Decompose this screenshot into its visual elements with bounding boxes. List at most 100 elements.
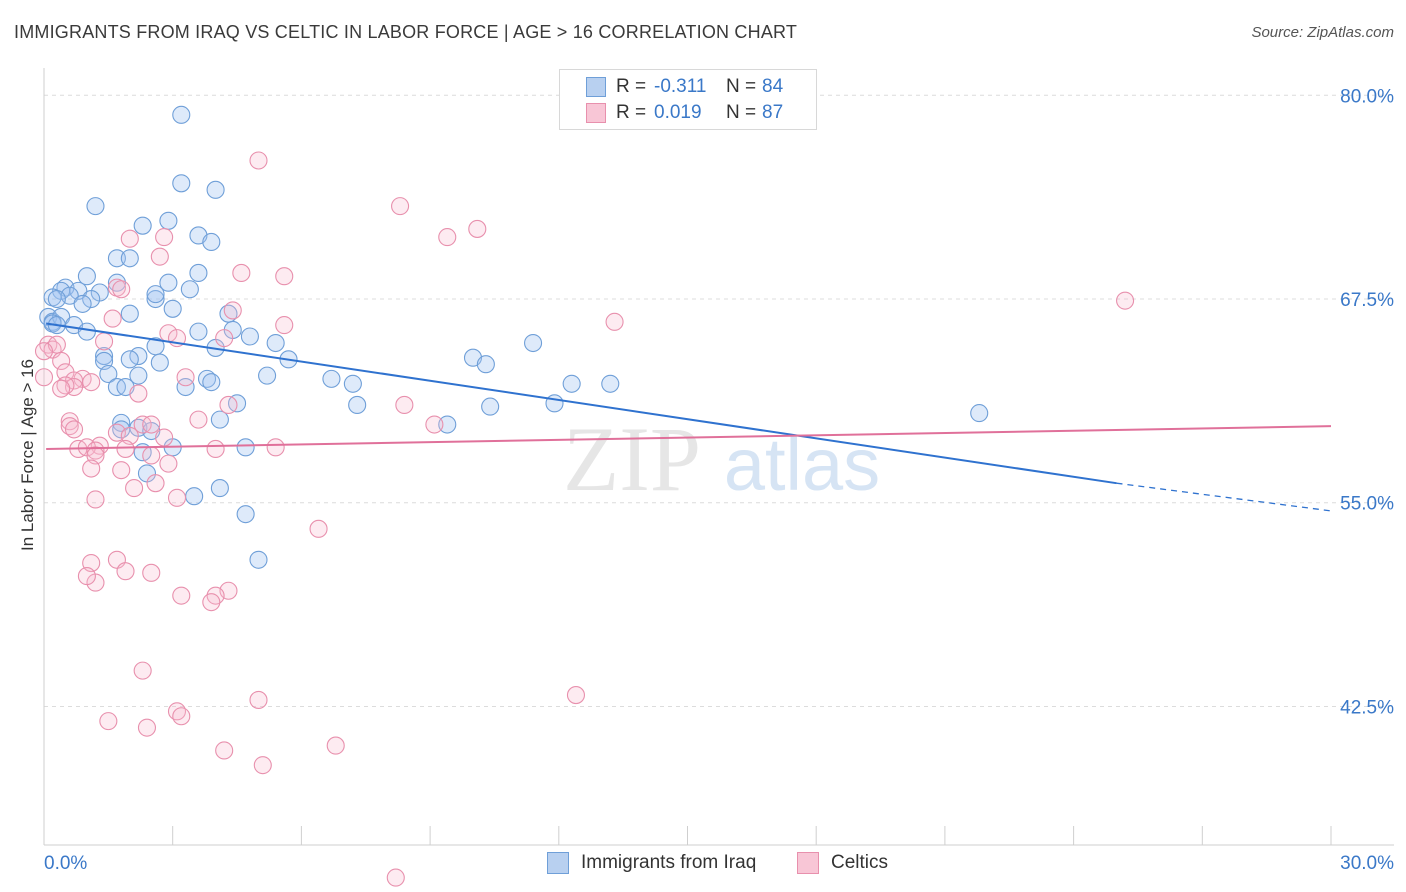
celtics-point <box>232 263 251 282</box>
legend-r-label: R = <box>616 102 647 123</box>
celtics-trend-line <box>46 425 1332 450</box>
iraq-point <box>481 397 500 416</box>
legend-label-celtics: Celtics <box>831 852 889 873</box>
celtics-point <box>112 461 131 480</box>
celtics-point <box>391 197 410 216</box>
iraq-point <box>601 374 620 393</box>
celtics-point <box>82 459 101 478</box>
iraq-point <box>77 267 96 286</box>
celtics-point <box>86 441 105 460</box>
series-legend: Immigrants from Iraq Celtics <box>0 852 1406 876</box>
legend-swatch-celtics <box>586 103 606 123</box>
iraq-point <box>562 374 581 393</box>
iraq-point <box>249 550 268 569</box>
legend-item-iraq[interactable]: Immigrants from Iraq <box>547 852 756 874</box>
legend-r-label: R = <box>616 76 647 97</box>
iraq-point <box>266 333 285 353</box>
iraq-point <box>189 322 208 341</box>
iraq-point <box>202 232 221 252</box>
legend-label-iraq: Immigrants from Iraq <box>581 852 757 873</box>
celtics-point <box>103 309 122 328</box>
y-tick-label: 42.5% <box>1340 697 1394 718</box>
iraq-point <box>343 374 362 393</box>
tick-label-layer: 42.5% 55.0% 67.5% 80.0% 0.0% 30.0% <box>44 86 1394 874</box>
iraq-point <box>120 304 139 323</box>
celtics-point <box>34 342 54 361</box>
trend-layer <box>45 322 1332 512</box>
legend-n-label: N = <box>726 76 757 97</box>
celtics-point <box>142 563 161 582</box>
legend-r-value: -0.311 <box>654 76 707 97</box>
celtics-point <box>99 712 118 731</box>
x-tick-label: 30.0% <box>1340 853 1394 874</box>
iraq-trend-extension <box>1116 482 1332 512</box>
iraq-point <box>322 369 341 388</box>
celtics-point <box>438 228 457 247</box>
iraq-point <box>47 289 66 309</box>
iraq-point <box>236 505 255 524</box>
legend-swatch-iraq <box>586 77 606 97</box>
celtics-point <box>206 439 225 459</box>
celtics-point <box>155 428 174 447</box>
iraq-point <box>120 350 139 369</box>
legend-r-value: 0.019 <box>654 102 702 123</box>
celtics-point <box>159 454 178 473</box>
iraq-point <box>236 438 255 457</box>
iraq-point <box>206 180 225 199</box>
celtics-point <box>566 686 586 705</box>
celtics-point <box>395 395 414 415</box>
iraq-point <box>95 347 114 366</box>
celtics-point <box>249 151 268 170</box>
legend-n-value: 84 <box>762 76 784 97</box>
celtics-point <box>189 410 208 429</box>
celtics-point <box>64 420 84 439</box>
celtics-point <box>275 316 294 335</box>
iraq-point <box>159 273 178 292</box>
iraq-point <box>172 105 191 124</box>
celtics-point <box>60 412 79 431</box>
celtics-point <box>202 593 221 612</box>
iraq-point <box>73 294 92 313</box>
celtics-point <box>150 247 169 266</box>
celtics-point <box>172 707 191 726</box>
iraq-point <box>545 394 564 413</box>
celtics-point <box>82 373 101 392</box>
grid-layer <box>44 94 1394 707</box>
watermark-zip: ZIP <box>563 408 701 510</box>
iraq-point <box>150 353 169 372</box>
iraq-point <box>172 174 191 193</box>
iraq-point <box>120 249 139 268</box>
legend-swatch-celtics <box>797 852 819 874</box>
celtics-point <box>52 351 71 371</box>
y-tick-label: 67.5% <box>1340 290 1394 311</box>
iraq-point <box>210 410 229 429</box>
celtics-point <box>120 229 139 248</box>
celtics-point <box>129 384 148 403</box>
celtics-point <box>253 756 272 775</box>
legend-row-iraq: R = -0.311 N = 84 <box>586 75 783 99</box>
iraq-trend-line <box>45 322 1117 485</box>
iraq-point <box>99 364 118 384</box>
celtics-point <box>146 474 165 493</box>
iraq-point <box>146 285 165 304</box>
y-tick-label: 80.0% <box>1340 86 1394 107</box>
iraq-point <box>112 413 131 432</box>
celtics-point <box>112 280 131 299</box>
chart-title: IMMIGRANTS FROM IRAQ VS CELTIC IN LABOR … <box>14 22 798 42</box>
celtics-point <box>137 718 157 737</box>
iraq-point <box>146 289 165 309</box>
celtics-point <box>386 868 405 887</box>
x-tick-label: 0.0% <box>44 853 87 874</box>
legend-item-celtics[interactable]: Celtics <box>797 852 888 874</box>
celtics-point <box>142 415 161 434</box>
iraq-point <box>163 299 182 318</box>
iraq-point <box>77 322 96 341</box>
celtics-point <box>275 267 294 286</box>
iraq-point <box>176 377 195 397</box>
iraq-point <box>524 333 543 353</box>
iraq-point <box>86 197 105 216</box>
celtics-point <box>326 736 345 755</box>
celtics-point <box>176 368 195 387</box>
iraq-point <box>210 479 229 498</box>
y-tick-label: 55.0% <box>1340 494 1394 515</box>
